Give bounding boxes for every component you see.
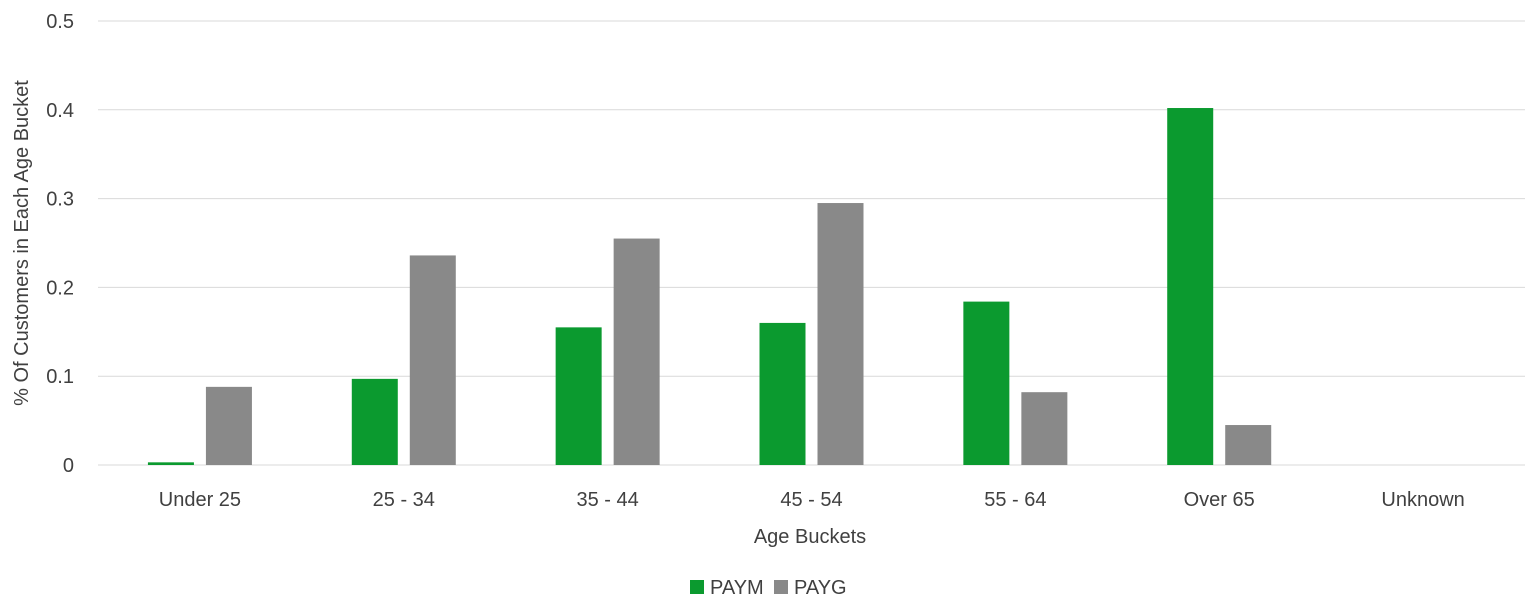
y-tick-label: 0.5 xyxy=(46,11,74,33)
legend-swatch-paym xyxy=(690,580,704,594)
y-tick-label: 0.1 xyxy=(46,366,74,388)
x-tick-label: 25 - 34 xyxy=(373,489,435,511)
y-axis-title: % Of Customers in Each Age Bucket xyxy=(11,80,33,406)
x-axis-ticks: Under 25 25 - 34 35 - 44 45 - 54 55 - 64 Over… xyxy=(159,489,1465,511)
y-tick-label: 0 xyxy=(63,455,74,477)
bar-payg-0 xyxy=(205,386,252,465)
gridlines xyxy=(98,20,1525,466)
y-tick-label: 0.4 xyxy=(46,100,74,122)
x-tick-label: Under 25 xyxy=(159,489,241,511)
y-tick-label: 0.3 xyxy=(46,189,74,211)
bar-payg-2 xyxy=(613,238,660,465)
bar-payg-4 xyxy=(1021,392,1068,465)
bar-paym-3 xyxy=(759,322,806,465)
bar-payg-5 xyxy=(1225,425,1272,465)
bar-paym-4 xyxy=(963,301,1010,465)
legend-label-paym: PAYM xyxy=(710,577,764,599)
x-tick-label: 45 - 54 xyxy=(780,489,842,511)
bar-paym-1 xyxy=(351,378,398,465)
legend-label-payg: PAYG xyxy=(794,577,847,599)
x-tick-label: 35 - 44 xyxy=(577,489,639,511)
bar-paym-2 xyxy=(555,327,602,465)
x-tick-label: 55 - 64 xyxy=(984,489,1046,511)
x-axis-title: Age Buckets xyxy=(754,526,866,548)
legend: PAYM PAYG xyxy=(690,577,847,599)
bar-paym-5 xyxy=(1167,108,1214,466)
bar-paym-0 xyxy=(147,462,194,465)
bar-payg-3 xyxy=(817,203,864,466)
bars xyxy=(147,108,1272,466)
legend-swatch-payg xyxy=(774,580,788,594)
y-tick-label: 0.2 xyxy=(46,277,74,299)
y-axis-ticks: 0 0.1 0.2 0.3 0.4 0.5 xyxy=(46,11,74,477)
x-tick-label: Over 65 xyxy=(1184,489,1255,511)
bar-payg-1 xyxy=(409,255,456,465)
x-tick-label: Unknown xyxy=(1381,489,1464,511)
